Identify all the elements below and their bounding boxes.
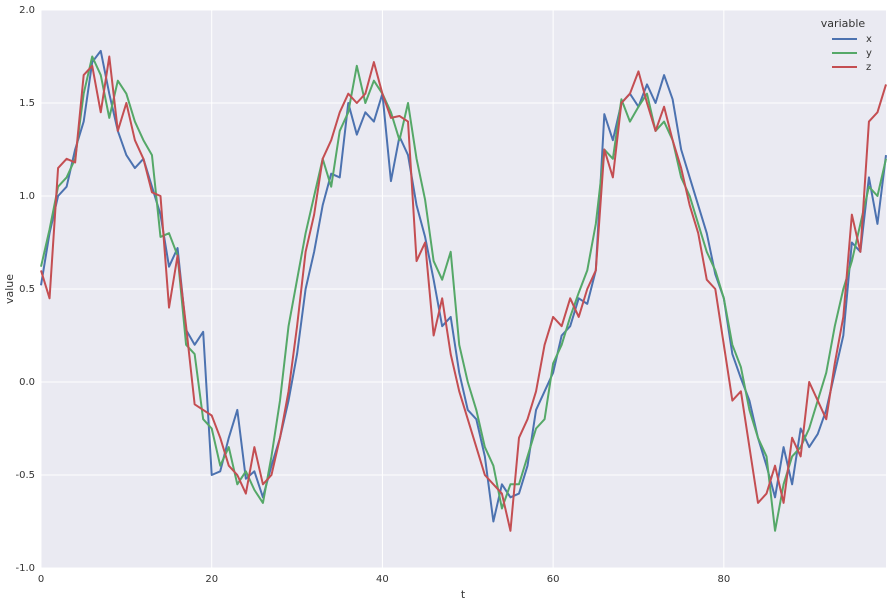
x-tick-label: 20 [205,574,218,585]
legend-label: y [866,48,872,59]
y-tick-label: 1.0 [19,191,35,202]
legend-label: z [866,62,871,73]
x-axis-label: t [461,588,466,601]
legend-title: variable [821,17,866,30]
series-line [40,55,887,532]
series-line [40,55,887,532]
lines [40,49,887,532]
y-tick-label: -1.0 [15,563,35,574]
x-tick-label: 60 [547,574,560,585]
legend: variable xyz [821,17,872,73]
x-tick-label: 40 [376,574,389,585]
y-tick-label: 0.5 [19,284,35,295]
x-tick-label: 80 [717,574,730,585]
y-axis-label: value [3,274,16,304]
y-tick-label: 1.5 [19,98,35,109]
y-tick-label: 2.0 [19,5,35,16]
x-tick-label: 0 [38,574,44,585]
grid [40,9,886,569]
y-tick-label: -0.5 [15,470,35,481]
legend-label: x [866,34,872,45]
y-tick-label: 0.0 [19,377,35,388]
